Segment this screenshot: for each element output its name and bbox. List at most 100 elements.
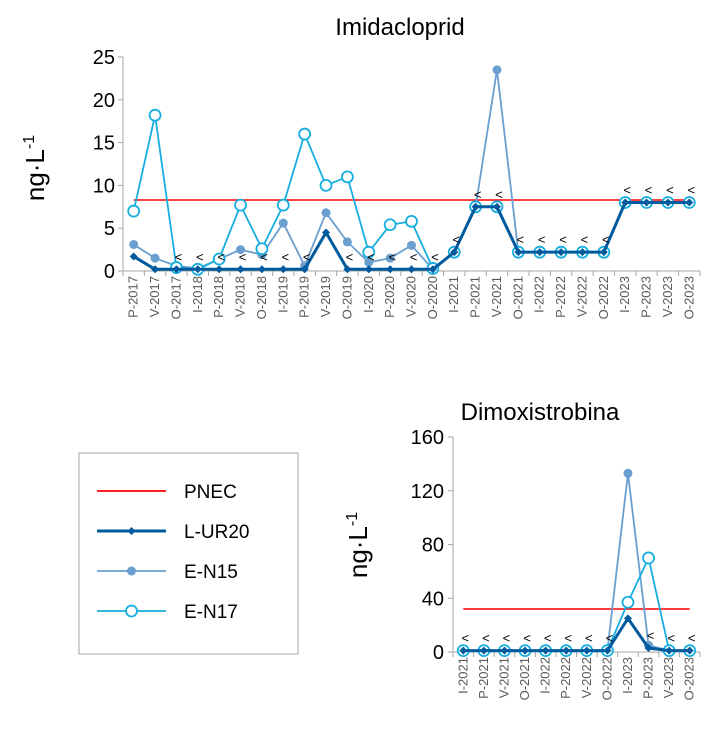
x-tick-label: P-2021 — [468, 276, 483, 318]
x-tick-label: O-2018 — [254, 276, 269, 319]
point-E-N15 — [492, 65, 502, 75]
point-L-UR20 — [479, 646, 488, 655]
y-tick-label: 160 — [411, 427, 444, 449]
point-L-UR20 — [562, 646, 571, 655]
x-tick-label: V-2023 — [661, 657, 676, 698]
x-tick-label: I-2021 — [446, 276, 461, 313]
x-tick-label: O-2022 — [599, 657, 614, 700]
point-L-UR20 — [300, 265, 309, 274]
y-tick-label: 40 — [422, 588, 444, 610]
x-tick-label: I-2022 — [538, 657, 553, 694]
legend-label-PNEC: PNEC — [184, 482, 237, 503]
x-tick-label: V-2021 — [496, 657, 511, 698]
legend-label-E-N15: E-N15 — [184, 562, 238, 583]
below-lod-marker: < — [196, 249, 204, 264]
x-tick-label: P-2023 — [639, 276, 654, 318]
below-lod-markers: < < < < < < < < < < < — [461, 628, 695, 646]
y-tick-label: 0 — [433, 642, 444, 664]
point-E-N15 — [342, 237, 352, 247]
below-lod-marker: < — [495, 187, 503, 202]
x-tick-label: I-2023 — [620, 657, 635, 694]
x-tick-label: P-2022 — [558, 657, 573, 699]
point-E-N17 — [234, 198, 247, 212]
point-E-N15 — [364, 257, 374, 267]
below-lod-marker: < — [559, 232, 567, 247]
below-lod-marker: < — [482, 631, 490, 646]
point-L-UR20 — [644, 643, 653, 652]
point-L-UR20 — [521, 646, 530, 655]
below-lod-marker: < — [645, 183, 653, 198]
dimoxistrobina-chart: Dimoxistrobina ng·L-1 0 40 80 120 160 I-2021 P… — [343, 399, 701, 700]
point-L-UR20 — [450, 248, 459, 257]
below-lod-marker: < — [585, 631, 593, 646]
point-E-N15 — [623, 468, 633, 478]
x-tick-label: P-2021 — [476, 657, 491, 699]
point-E-N17 — [362, 245, 376, 259]
point-E-N15 — [278, 218, 288, 228]
legend: PNEC L-UR20 E-N15 E-N17 — [78, 452, 299, 655]
y-tick-label: 10 — [93, 175, 115, 197]
point-E-N17 — [340, 170, 354, 184]
below-lod-marker: < — [431, 249, 439, 264]
below-lod-marker: < — [544, 631, 552, 646]
x-tick-label: V-2017 — [147, 276, 162, 317]
x-tick-label: P-2023 — [641, 657, 656, 699]
below-lod-marker: < — [503, 631, 511, 646]
x-tick-label: V-2018 — [233, 276, 248, 317]
x-tick-label: O-2022 — [596, 276, 611, 319]
point-L-UR20 — [685, 198, 694, 207]
x-tick-label: V-2021 — [489, 276, 504, 317]
x-tick-label: I-2018 — [190, 276, 205, 313]
point-L-UR20 — [279, 265, 288, 274]
point-L-UR20 — [623, 614, 632, 623]
point-E-N15 — [236, 245, 246, 255]
below-lod-marker: < — [388, 249, 396, 264]
point-E-N15 — [129, 239, 139, 249]
point-E-N17 — [127, 204, 141, 218]
point-L-UR20 — [407, 265, 416, 274]
y-tick-label: 80 — [422, 535, 444, 557]
point-L-UR20 — [500, 646, 509, 655]
point-L-UR20 — [127, 527, 136, 535]
below-lod-marker: < — [517, 232, 525, 247]
below-lod-marker: < — [474, 187, 482, 202]
x-tick-label: O-2023 — [682, 657, 697, 700]
point-E-N17 — [319, 178, 333, 192]
point-L-UR20 — [603, 646, 612, 655]
point-E-N17 — [255, 242, 269, 256]
below-lod-marker: < — [346, 249, 354, 264]
below-lod-marker: < — [410, 249, 418, 264]
point-L-UR20 — [621, 198, 630, 207]
y-tick-label: 20 — [93, 90, 115, 112]
below-lod-marker: < — [688, 631, 696, 646]
point-L-UR20 — [343, 265, 352, 274]
below-lod-marker: < — [602, 232, 610, 247]
point-L-UR20 — [257, 265, 266, 274]
x-tick-label: I-2021 — [455, 657, 470, 694]
y-tick-label: 0 — [104, 261, 115, 283]
x-tick-label: V-2022 — [574, 276, 589, 317]
point-E-N17 — [125, 604, 138, 618]
below-lod-marker: < — [623, 183, 631, 198]
y-axis-label-sup: -1 — [21, 135, 38, 149]
y-axis-label-sup: -1 — [344, 512, 361, 526]
below-lod-marker: < — [367, 249, 375, 264]
y-tick-label: 120 — [411, 481, 444, 503]
point-E-N17 — [212, 252, 226, 266]
below-lod-marker: < — [666, 183, 674, 198]
x-tick-label: O-2020 — [425, 276, 440, 319]
point-L-UR20 — [364, 265, 373, 274]
point-L-UR20 — [663, 198, 672, 207]
below-lod-marker: < — [688, 183, 696, 198]
point-E-N17 — [148, 108, 162, 122]
point-L-UR20 — [236, 265, 245, 274]
point-L-UR20 — [129, 252, 138, 261]
series-line-E-N17 — [463, 557, 690, 652]
series-L-UR20 — [129, 198, 694, 274]
y-tick-label: 25 — [93, 47, 115, 69]
below-lod-marker: < — [606, 631, 614, 646]
x-tick-label: P-2020 — [382, 276, 397, 318]
legend-label-E-N17: E-N17 — [184, 602, 238, 623]
series-line-E-N15 — [463, 472, 690, 652]
